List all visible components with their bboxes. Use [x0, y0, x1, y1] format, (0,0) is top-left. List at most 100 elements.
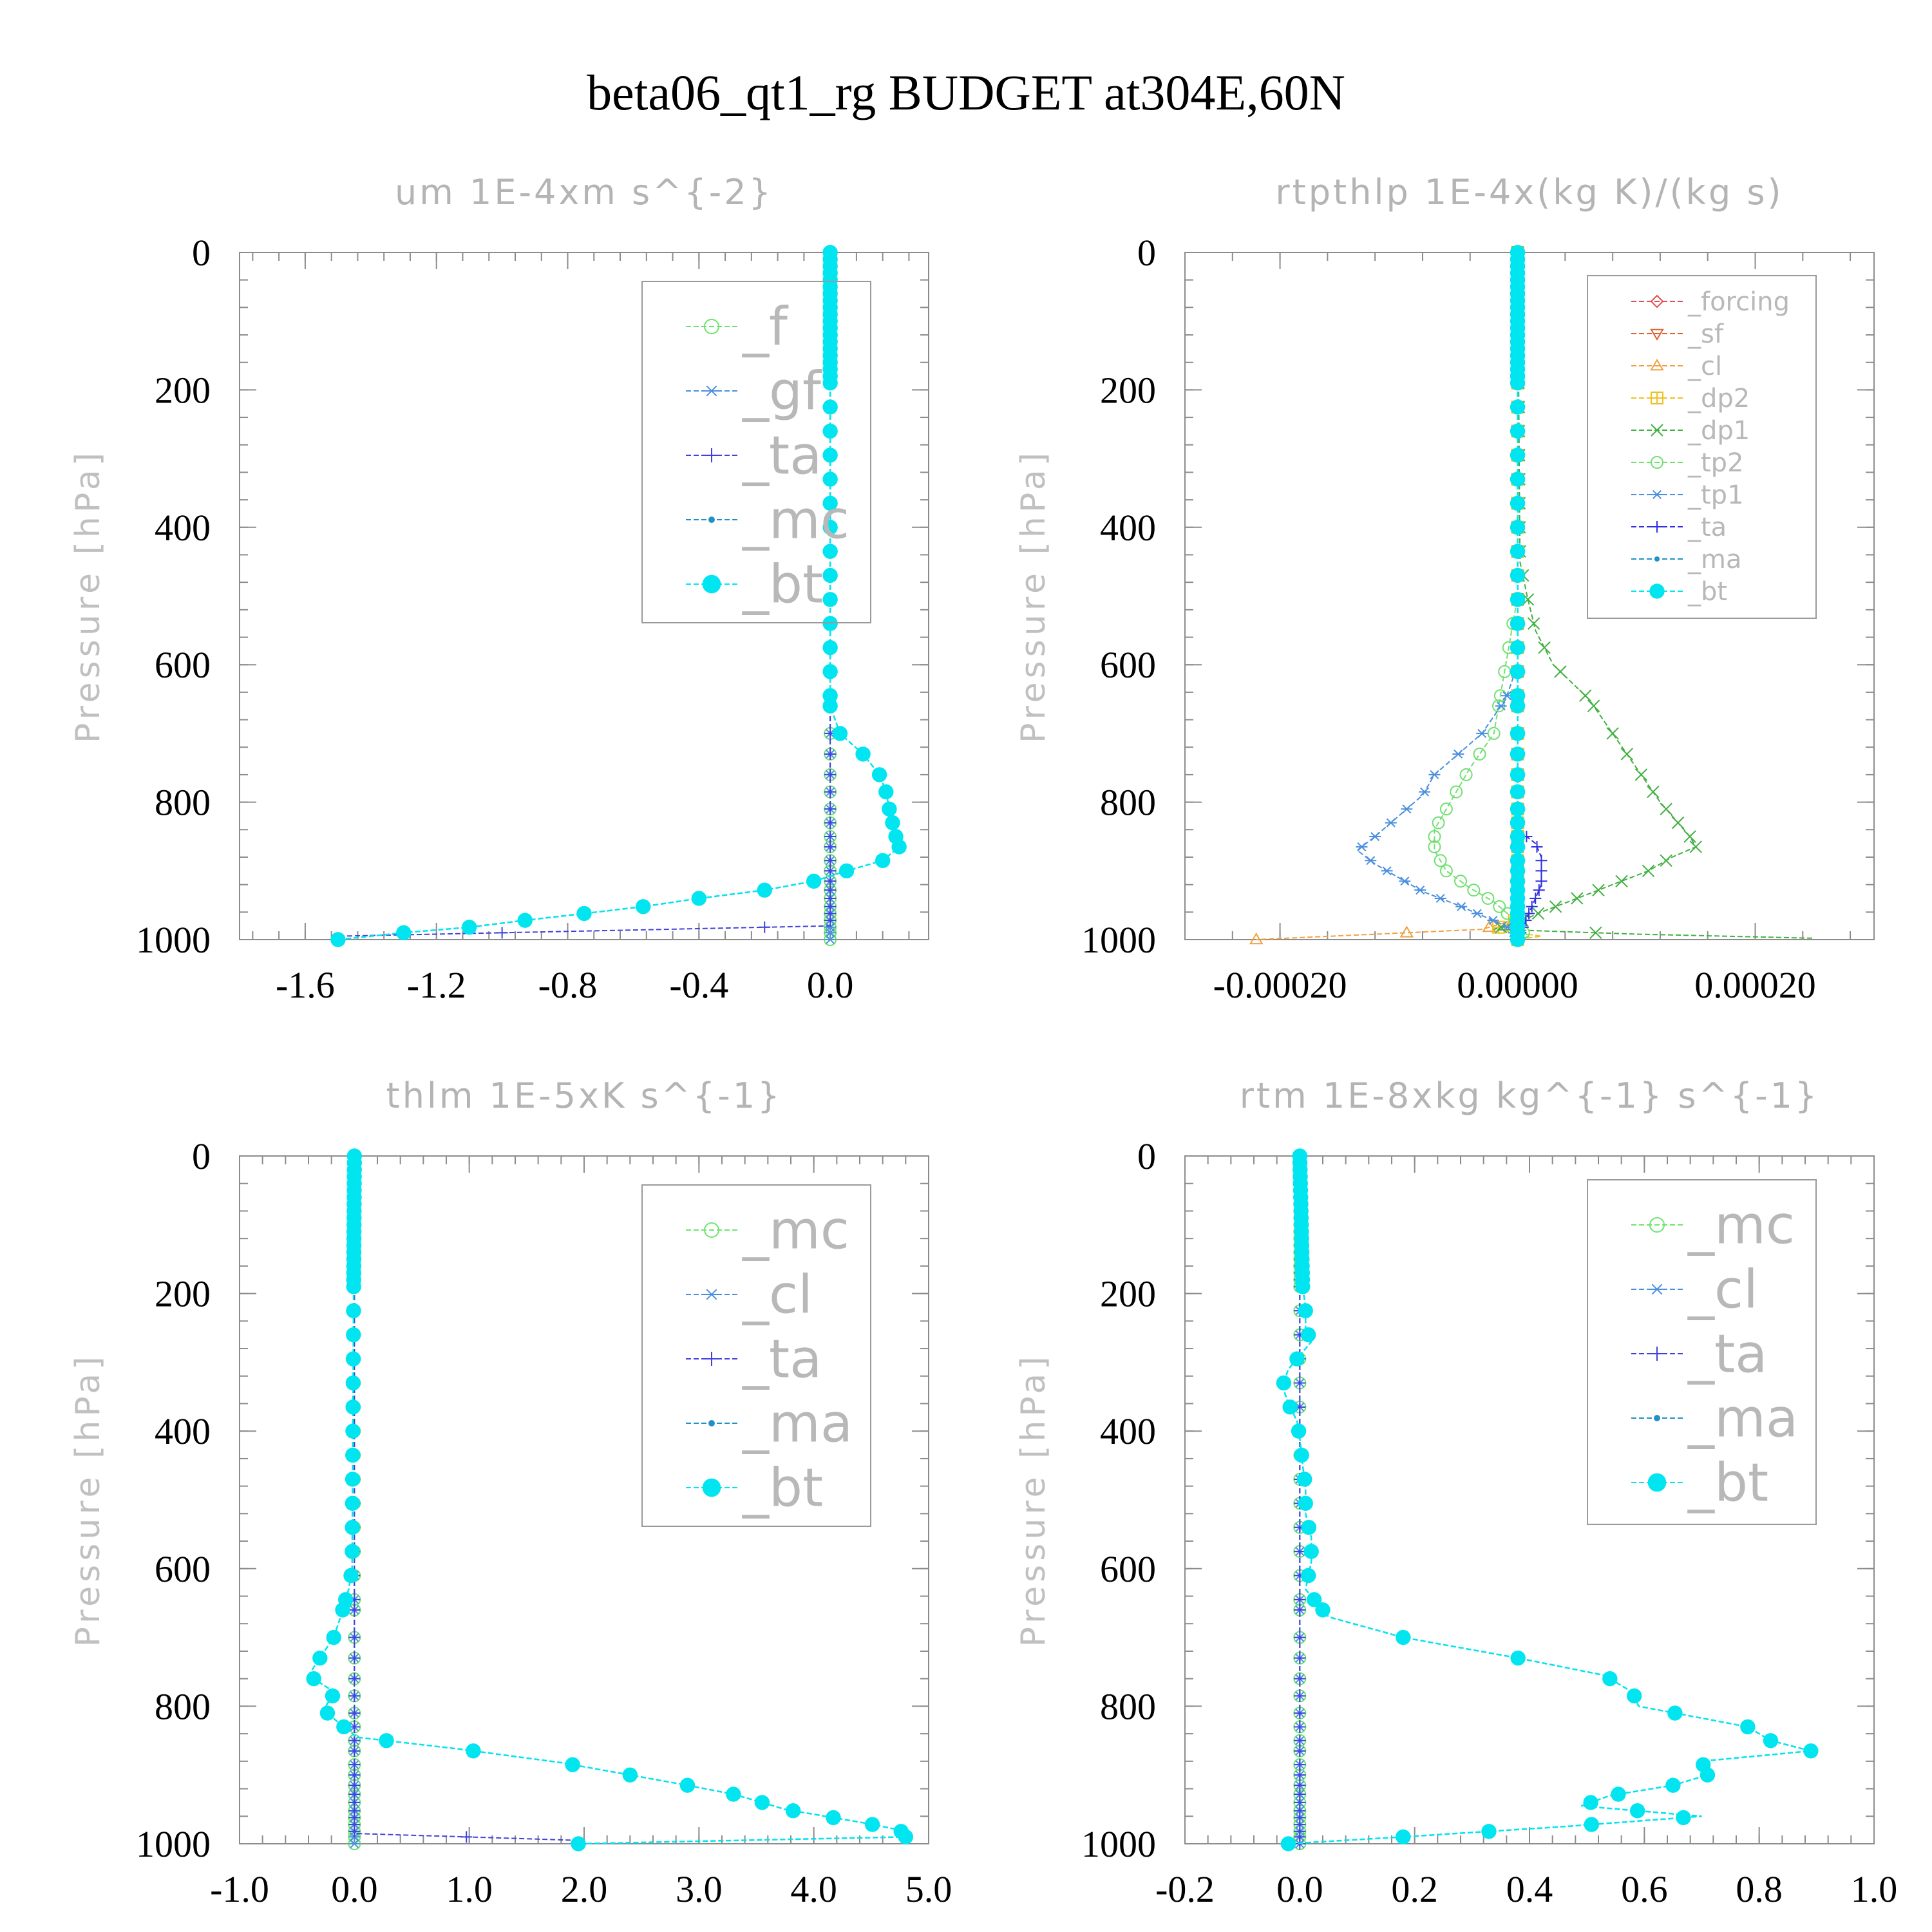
data-point [1381, 866, 1393, 876]
data-point [1289, 1351, 1305, 1367]
y-tick-label: 800 [155, 782, 211, 824]
x-tick-label: 1.0 [1851, 1868, 1898, 1910]
data-point [1510, 863, 1526, 879]
x-tick-label: 0.6 [1621, 1868, 1668, 1910]
data-point [1294, 1721, 1306, 1733]
y-tick-label: 800 [1100, 782, 1156, 824]
data-point [1450, 785, 1463, 799]
legend-marker [705, 385, 719, 397]
data-point [1700, 1767, 1716, 1783]
legend-label: _ta [1687, 513, 1727, 542]
data-point [325, 1688, 341, 1704]
legend-label: _ma [742, 1394, 853, 1455]
legend-marker [1651, 392, 1663, 404]
legend-box [641, 1184, 871, 1527]
y-tick-label: 400 [1100, 1410, 1156, 1452]
y-axis-label: Pressure [hPa] [69, 1353, 108, 1647]
data-point [1482, 920, 1497, 933]
data-point [824, 786, 837, 798]
data-point [335, 1602, 350, 1618]
x-tick-label: 0.0 [1276, 1868, 1323, 1910]
x-tick-label: 3.0 [676, 1868, 723, 1910]
data-point [822, 448, 838, 463]
legend-marker [708, 1420, 715, 1426]
legend-marker [708, 516, 715, 523]
legend-marker [705, 1289, 719, 1300]
x-tick-label: -0.00020 [1213, 964, 1347, 1006]
data-point [1294, 1593, 1306, 1605]
data-point [1660, 802, 1672, 815]
legend-marker [1647, 1473, 1667, 1492]
data-point [824, 748, 837, 760]
data-point [1356, 842, 1368, 851]
data-point [1763, 1733, 1779, 1748]
data-point [345, 1447, 361, 1463]
data-point [1634, 768, 1648, 781]
data-point [878, 784, 894, 800]
panel-3: thlm 1E-5xK s^{-1} Pressure [hPa] 0 200 400 6… [69, 1075, 952, 1910]
data-point [576, 905, 592, 922]
data-point [348, 1769, 361, 1781]
data-point [822, 423, 838, 439]
x-tick-label: -0.8 [538, 964, 598, 1006]
data-point [822, 399, 838, 415]
legend-label: _ma [1687, 1388, 1798, 1450]
series-bt [330, 245, 907, 947]
y-axis-label: Pressure [hPa] [69, 449, 108, 743]
y-tick-label: 200 [1100, 369, 1156, 411]
y-axis-label: Pressure [hPa] [1014, 1353, 1053, 1647]
data-point [1396, 1829, 1411, 1845]
legend-label: _bt [742, 1458, 823, 1519]
y-tick-label: 0 [1137, 232, 1156, 274]
data-point [319, 1705, 336, 1721]
data-point [1295, 1279, 1311, 1294]
legend-marker [1651, 424, 1663, 437]
data-point [1294, 1447, 1309, 1463]
x-tick-label: 1.0 [446, 1868, 493, 1910]
data-point [855, 746, 871, 762]
data-point [1473, 747, 1486, 761]
data-point [1419, 787, 1431, 797]
data-point [822, 495, 838, 511]
data-point [348, 1734, 361, 1747]
data-point [1510, 520, 1526, 535]
data-point [636, 899, 651, 914]
x-tick-label: -1.0 [210, 1868, 269, 1910]
panel-1: um 1E-4xm s^{-2} Pressure [hPa] 0 200 400 600… [69, 172, 929, 1006]
data-point [824, 855, 837, 867]
x-tick-label: 4.0 [790, 1868, 837, 1910]
data-point [345, 1520, 360, 1535]
data-point [885, 815, 900, 831]
y-tick-label: 600 [1100, 644, 1156, 686]
data-point [824, 914, 837, 927]
data-point [822, 567, 838, 583]
data-point [1510, 448, 1526, 463]
data-point [1432, 816, 1445, 829]
data-point [822, 520, 838, 535]
data-point [1298, 1495, 1313, 1511]
data-point [1660, 854, 1672, 867]
data-point [1554, 665, 1567, 678]
plot-frame [239, 252, 929, 940]
data-point [1667, 1705, 1683, 1721]
x-tick-label: 0.4 [1506, 1868, 1553, 1910]
data-point [565, 1757, 580, 1772]
data-point [1282, 1399, 1298, 1415]
data-point [822, 616, 838, 631]
data-point [1294, 1631, 1306, 1643]
data-point [824, 830, 837, 842]
y-tick-label: 600 [155, 1548, 211, 1590]
data-point [726, 1786, 741, 1802]
data-point [1249, 933, 1264, 945]
x-tick-label: -1.2 [407, 964, 466, 1006]
data-point [1294, 1745, 1306, 1757]
data-point [345, 1472, 361, 1487]
data-point [1803, 1743, 1819, 1759]
legend: _mc_cl_ta_ma_bt [641, 1184, 871, 1527]
data-point [1510, 375, 1526, 391]
data-point [1276, 1375, 1292, 1391]
data-point [1592, 884, 1605, 896]
series-line [1256, 252, 1519, 940]
data-point [824, 803, 837, 815]
data-point [348, 1690, 361, 1702]
